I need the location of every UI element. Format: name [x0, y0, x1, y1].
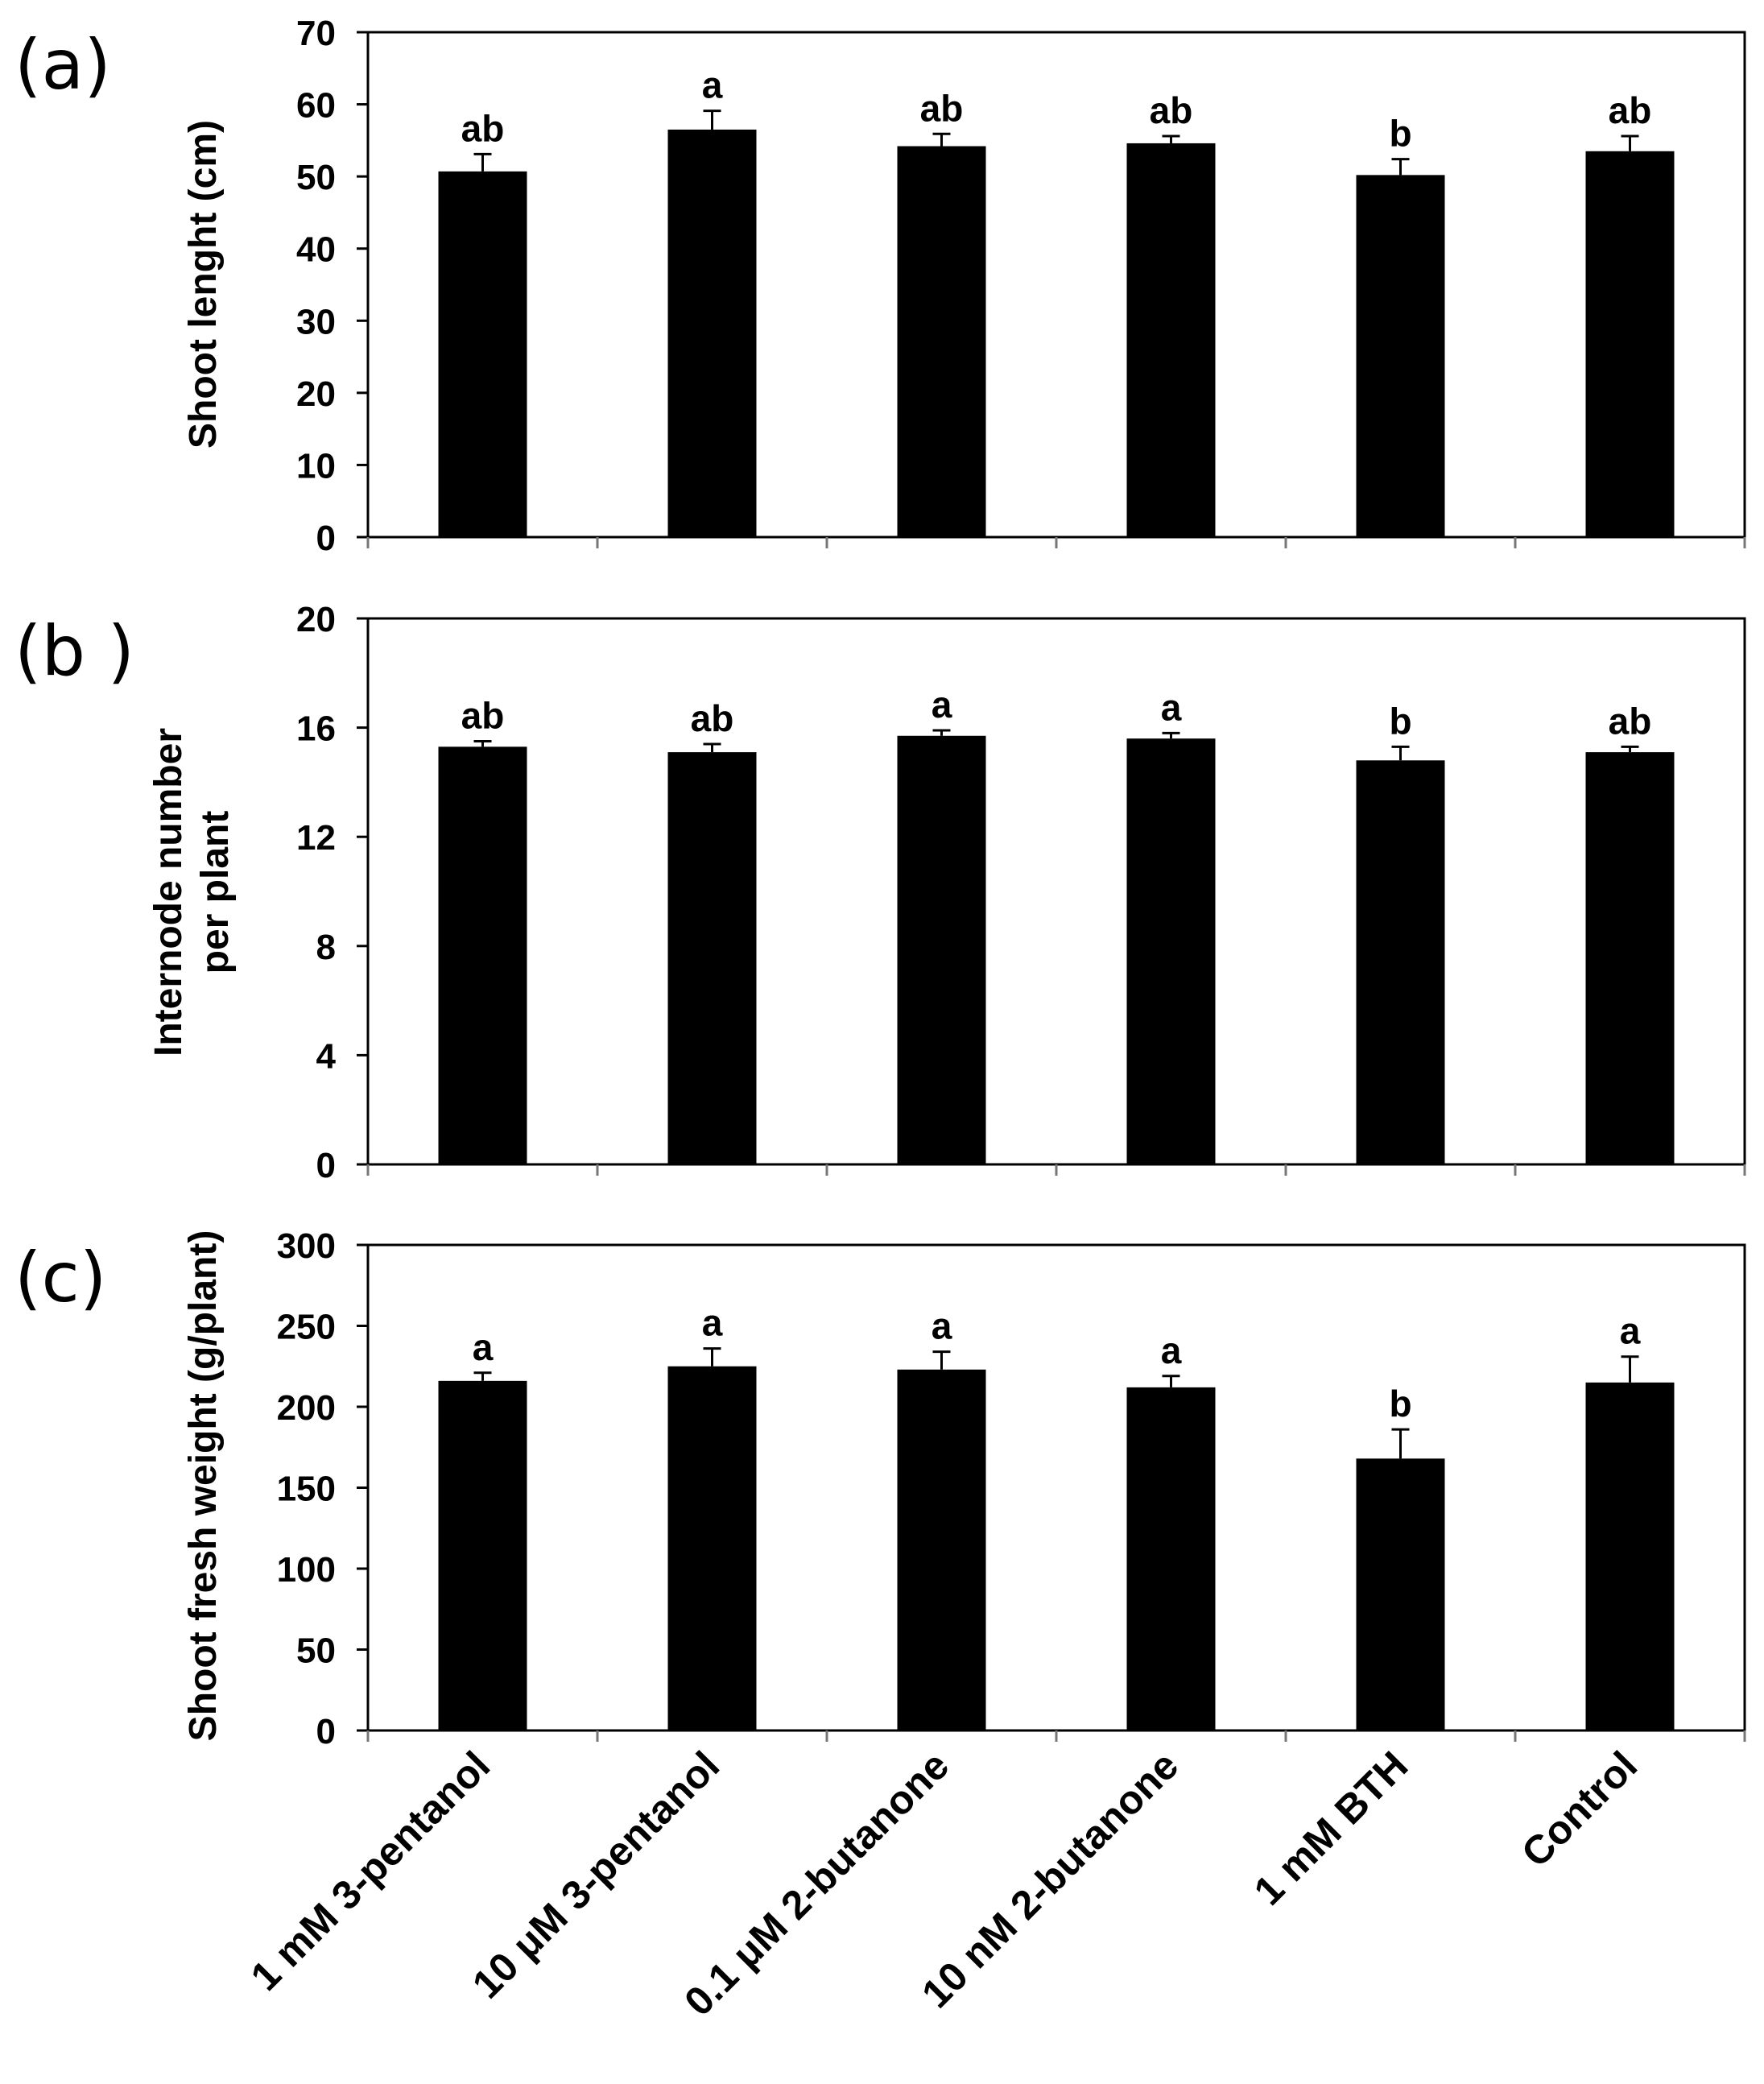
- y-axis-title-line: Shoot fresh weight (g/plant): [182, 1230, 225, 1742]
- bar: [1585, 151, 1675, 538]
- x-category-label: 1 mM BTH: [1246, 1743, 1416, 1913]
- bar: [1126, 738, 1216, 1164]
- significance-letter: b: [1389, 700, 1411, 742]
- significance-letter: a: [932, 1305, 952, 1347]
- plot-frame: [366, 1243, 1746, 1732]
- chart-panel-1: (a) 0 10 20 30 40 50 60 70 Shoot lenght (cm) ab a ab…: [14, 14, 1746, 558]
- bar: [1585, 1382, 1675, 1730]
- bar: [897, 146, 986, 537]
- significance-letter: ab: [1150, 89, 1193, 131]
- bar: [1126, 1387, 1216, 1730]
- plot-frame: [366, 31, 1746, 539]
- x-category-label: 1 mM 3-pentanol: [242, 1743, 499, 1999]
- significance-letter: ab: [461, 107, 505, 149]
- bar: [438, 171, 527, 537]
- significance-letter: a: [1161, 686, 1182, 728]
- bar: [897, 735, 986, 1164]
- bar: [667, 1366, 757, 1730]
- bar: [438, 1380, 527, 1730]
- plot-frame: [366, 617, 1746, 1166]
- y-axis-title-line: per plant: [194, 811, 237, 974]
- significance-letter: ab: [461, 695, 505, 737]
- y-tick-label: 12: [296, 818, 336, 858]
- panel-label: (c): [14, 1238, 106, 1318]
- y-tick-label: 8: [316, 928, 336, 967]
- significance-letter: ab: [920, 87, 964, 129]
- significance-letter: a: [702, 1302, 723, 1344]
- bar: [1356, 760, 1445, 1164]
- y-axis-title: Shoot fresh weight (g/plant): [182, 1230, 225, 1742]
- significance-letter: b: [1389, 113, 1411, 155]
- y-tick-label: 150: [277, 1470, 336, 1509]
- significance-letter: a: [473, 1326, 494, 1368]
- significance-letter: a: [702, 64, 723, 106]
- y-tick-label: 60: [296, 86, 336, 126]
- y-axis-title-line: Shoot lenght (cm): [182, 120, 225, 449]
- significance-letter: a: [1161, 1329, 1182, 1371]
- x-category-label: Control: [1513, 1743, 1646, 1875]
- bar: [1585, 752, 1675, 1164]
- bar: [667, 129, 757, 537]
- bar: [667, 752, 757, 1164]
- y-tick-label: 100: [277, 1550, 336, 1590]
- panel-label: (b ): [14, 611, 134, 692]
- chart-panel-3: (c) 0 50 100 150 200 250 300 Shoot fresh weight …: [14, 1226, 1746, 1751]
- x-category-label: 10 μM 3-pentanol: [464, 1743, 728, 2007]
- y-tick-label: 0: [316, 519, 336, 558]
- y-tick-label: 10: [296, 446, 336, 486]
- y-tick-label: 70: [296, 14, 336, 53]
- significance-letter: ab: [1609, 89, 1652, 131]
- y-tick-label: 50: [296, 158, 336, 197]
- y-tick-label: 30: [296, 302, 336, 341]
- bar: [438, 746, 527, 1164]
- bar: [1126, 143, 1216, 537]
- significance-letter: b: [1389, 1383, 1411, 1424]
- bar: [897, 1369, 986, 1730]
- y-tick-label: 20: [296, 600, 336, 639]
- bar: [1356, 175, 1445, 537]
- panel-label: (a): [14, 25, 111, 105]
- y-tick-label: 50: [296, 1631, 336, 1671]
- y-tick-label: 300: [277, 1226, 336, 1266]
- y-tick-label: 16: [296, 709, 336, 749]
- y-tick-label: 20: [296, 374, 336, 414]
- y-tick-label: 0: [316, 1712, 336, 1751]
- significance-letter: a: [1620, 1310, 1641, 1352]
- y-tick-label: 200: [277, 1388, 336, 1428]
- y-axis-title: Internode number per plant: [147, 728, 237, 1056]
- x-category-label: 10 nM 2-butanone: [913, 1743, 1187, 2016]
- significance-letter: ab: [1609, 700, 1652, 742]
- significance-letter: a: [932, 684, 952, 726]
- significance-letter: ab: [691, 697, 734, 739]
- y-tick-label: 0: [316, 1146, 336, 1185]
- y-tick-label: 4: [316, 1036, 337, 1076]
- y-axis-title-line: Internode number: [147, 728, 190, 1056]
- y-tick-label: 40: [296, 230, 336, 270]
- y-tick-label: 250: [277, 1308, 336, 1347]
- bar: [1356, 1458, 1445, 1730]
- y-axis-title: Shoot lenght (cm): [182, 120, 225, 449]
